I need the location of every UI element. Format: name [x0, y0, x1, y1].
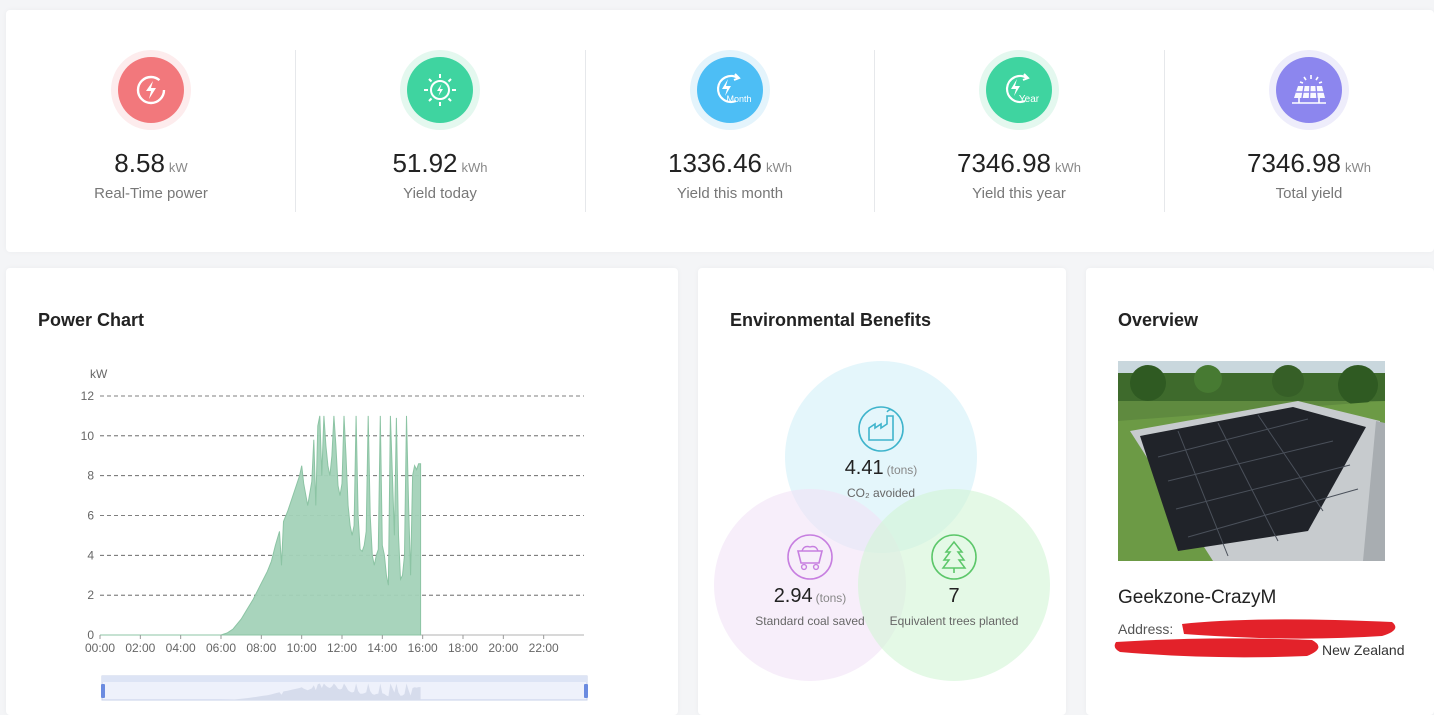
y-tick-label: 2 — [87, 588, 94, 602]
stat-unit: kWh — [461, 160, 488, 175]
divider — [874, 50, 875, 212]
x-tick-label: 10:00 — [287, 641, 317, 655]
zoom-slider-handle-right[interactable] — [584, 684, 588, 698]
factory-icon — [858, 406, 904, 452]
overview-title: Overview — [1118, 310, 1199, 330]
stat-value: 1336.46 — [668, 148, 762, 178]
month-lightning-icon: Month — [697, 57, 763, 123]
x-tick-label: 06:00 — [206, 641, 236, 655]
year-lightning-icon: Year — [986, 57, 1052, 123]
stat-label: Real-Time power — [94, 185, 208, 202]
stat-value: 8.58 — [114, 148, 165, 178]
divider — [585, 50, 586, 212]
environmental-title: Environmental Benefits — [730, 310, 932, 330]
power-area-series — [100, 415, 422, 636]
coal-bubble — [714, 489, 906, 681]
y-axis-unit-label: kW — [90, 367, 108, 381]
stat-icon-ring: Month — [690, 50, 770, 130]
solar-panel-icon — [1276, 57, 1342, 123]
stat-unit: kWh — [1054, 160, 1081, 175]
y-tick-label: 4 — [87, 548, 94, 562]
y-tick-label: 10 — [81, 429, 95, 443]
trees-label: Equivalent trees planted — [889, 614, 1019, 628]
x-tick-label: 20:00 — [488, 641, 518, 655]
year-icon-text: Year — [1019, 94, 1040, 105]
stat-yield-month: Month 1336.46 kWh Yield this month — [585, 10, 875, 252]
stat-icon-ring — [111, 50, 191, 130]
address-redaction — [1114, 619, 1396, 658]
co2-value: 4.41 — [844, 457, 884, 479]
x-tick-label: 02:00 — [125, 641, 155, 655]
overview-card: Overview Geekzone-CrazyM Address: New Ze… — [1086, 268, 1434, 715]
venn-diagram — [714, 361, 1050, 681]
x-tick-label: 00:00 — [85, 641, 115, 655]
tree-icon — [931, 534, 977, 580]
stat-unit: kWh — [765, 160, 792, 175]
plant-name: Geekzone-CrazyM — [1118, 587, 1277, 608]
stat-total-yield: 7346.98 kWh Total yield — [1164, 10, 1434, 252]
x-tick-label: 22:00 — [529, 641, 559, 655]
power-chart[interactable]: 0 2 4 6 8 10 12 00:00 02:00 04:00 06:00 08:00 10:00 1… — [6, 268, 678, 715]
co2-label: CO₂ avoided — [846, 486, 916, 500]
stat-label: Yield this year — [972, 185, 1066, 202]
power-chart-card: Power Chart 0 2 4 6 8 10 12 00:00 02:00 04:00 06:0… — [6, 268, 678, 715]
divider — [1164, 50, 1165, 212]
x-tick-label: 12:00 — [327, 641, 357, 655]
zoom-slider-handle-left[interactable] — [101, 684, 105, 698]
trees-value: 7 — [948, 585, 960, 607]
power-chart-title: Power Chart — [38, 310, 145, 330]
x-tick-label: 04:00 — [166, 641, 196, 655]
zoom-slider-bar — [102, 676, 587, 682]
stat-icon-ring: Year — [979, 50, 1059, 130]
y-tick-label: 0 — [87, 628, 94, 642]
stat-icon-ring — [1269, 50, 1349, 130]
stat-yield-year: Year 7346.98 kWh Yield this year — [874, 10, 1164, 252]
month-icon-text: Month — [726, 94, 751, 104]
lightning-icon — [118, 57, 184, 123]
zoom-slider-preview — [100, 683, 421, 700]
y-tick-label: 6 — [87, 509, 94, 523]
co2-unit: (tons) — [886, 463, 918, 477]
stat-unit: kWh — [1344, 160, 1371, 175]
x-tick-label: 14:00 — [367, 641, 397, 655]
address-label: Address: — [1118, 621, 1174, 637]
summary-stats-card: 8.58 kW Real-Time power 51.92 kWh Yield to… — [6, 10, 1434, 252]
y-tick-label: 8 — [87, 469, 94, 483]
y-tick-label: 12 — [81, 389, 95, 403]
stat-value: 7346.98 — [1247, 148, 1341, 178]
coal-cart-icon — [787, 534, 833, 580]
x-tick-label: 08:00 — [246, 641, 276, 655]
stat-value: 51.92 — [392, 148, 458, 178]
stat-label: Yield this month — [676, 185, 784, 202]
stat-value: 7346.98 — [957, 148, 1051, 178]
coal-label: Standard coal saved — [755, 614, 865, 628]
trees-value-row: 7 — [864, 585, 1044, 608]
x-tick-label: 16:00 — [408, 641, 438, 655]
stat-realtime-power: 8.58 kW Real-Time power — [6, 10, 296, 252]
trees-bubble — [858, 489, 1050, 681]
stat-icon-ring — [400, 50, 480, 130]
stat-label: Total yield — [1275, 185, 1343, 202]
co2-value-row: 4.41 (tons) — [791, 457, 971, 480]
address-country: New Zealand — [1322, 642, 1405, 658]
coal-unit: (tons) — [815, 591, 847, 605]
divider — [295, 50, 296, 212]
sun-lightning-icon — [407, 57, 473, 123]
coal-value: 2.94 — [773, 585, 813, 607]
stat-unit: kW — [168, 160, 188, 175]
environmental-benefits-card: Environmental Benefits 4.41 (tons) CO₂ av… — [698, 268, 1066, 715]
stat-label: Yield today — [403, 185, 477, 202]
solar-roof-photo — [1118, 361, 1385, 561]
coal-value-row: 2.94 (tons) — [720, 585, 900, 608]
stat-yield-today: 51.92 kWh Yield today — [295, 10, 585, 252]
x-tick-label: 18:00 — [448, 641, 478, 655]
